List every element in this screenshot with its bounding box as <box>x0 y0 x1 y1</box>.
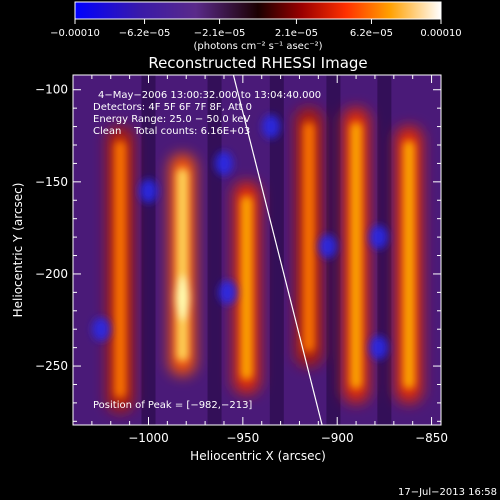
negative-spot <box>218 280 237 305</box>
y-tick-label: −200 <box>35 267 68 281</box>
info-block: 4−May−2006 13:00:32.000 to 13:04:40.000 … <box>93 90 321 137</box>
info-line-4: Clean Total counts: 6.16E+03 <box>93 126 250 137</box>
x-tick-label: −1000 <box>128 431 169 445</box>
x-axis-label: Heliocentric X (arcsec) <box>190 449 326 463</box>
bright-ridge-core <box>402 140 415 389</box>
colorbar-ticks: −0.00010 −6.2e−05 −2.1e−05 2.1e−05 6.2e−05 0.… <box>50 19 462 39</box>
negative-spot <box>262 114 281 139</box>
bright-ridge-cores <box>114 122 415 399</box>
plot-frame <box>72 74 442 426</box>
bright-ridge-core <box>302 122 315 353</box>
bright-ridge-core <box>350 122 363 389</box>
y-axis-ticks: −100 −150 −200 −250 <box>35 83 441 422</box>
colorbar-gradient <box>74 1 442 20</box>
info-line-2: Detectors: 4F 5F 6F 7F 8F, Att 0 <box>93 102 252 113</box>
colorbar-tick-label: 2.1e−05 <box>275 28 318 39</box>
y-tick-label: −250 <box>35 359 68 373</box>
bright-ridge-core <box>240 195 253 380</box>
dark-band <box>141 75 156 425</box>
colorbar-tick-label: −6.2e−05 <box>119 28 171 39</box>
colorbar-units: (photons cm⁻² s⁻¹ asec⁻²) <box>193 41 322 52</box>
chart-title: Reconstructed RHESSI Image <box>148 54 367 72</box>
y-axis-label: Heliocentric Y (arcsec) <box>11 183 25 318</box>
info-line-3: Energy Range: 25.0 − 50.0 keV <box>93 114 250 125</box>
dark-bands <box>141 75 392 425</box>
bright-ridge-core <box>114 140 127 399</box>
bright-ridge-core <box>176 168 189 362</box>
colorbar-tick-label: 6.2e−05 <box>350 28 393 39</box>
y-tick-label: −100 <box>35 83 68 97</box>
peak-position-label: Position of Peak = [−982,−213] <box>93 400 252 411</box>
colorbar: −0.00010 −6.2e−05 −2.1e−05 2.1e−05 6.2e−05 0.… <box>50 1 462 52</box>
footer-date: 17−Jul−2013 16:58 <box>398 487 497 498</box>
negative-spot <box>214 151 233 176</box>
y-tick-label: −150 <box>35 175 68 189</box>
colorbar-tick-label: −2.1e−05 <box>194 28 246 39</box>
negative-spots <box>92 114 388 360</box>
colorbar-tick-label: −0.00010 <box>50 28 100 39</box>
x-tick-label: −850 <box>415 431 448 445</box>
colorbar-tick-label: 0.00010 <box>420 28 461 39</box>
x-tick-label: −900 <box>321 431 354 445</box>
negative-spot <box>318 234 337 259</box>
peak-core <box>175 275 190 320</box>
x-axis-ticks: −1000 −950 −900 −850 <box>91 75 448 445</box>
negative-spot <box>369 225 388 250</box>
dark-band <box>377 75 392 425</box>
negative-spot <box>369 335 388 360</box>
dark-band <box>269 75 284 425</box>
negative-spot <box>139 179 158 204</box>
info-line-1: 4−May−2006 13:00:32.000 to 13:04:40.000 <box>98 90 321 101</box>
plot-area <box>73 75 441 425</box>
x-tick-label: −950 <box>226 431 259 445</box>
negative-spot <box>92 317 111 342</box>
solar-limb-line <box>232 75 323 425</box>
